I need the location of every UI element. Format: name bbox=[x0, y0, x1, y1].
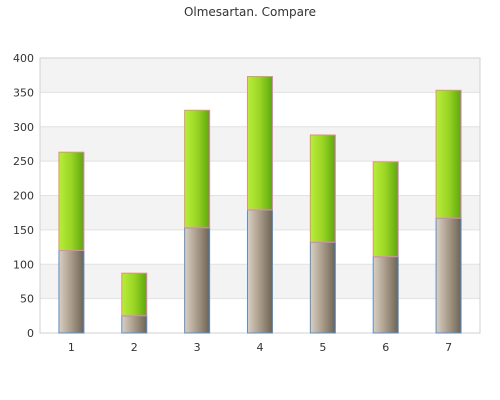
y-tick-label: 200 bbox=[13, 190, 34, 203]
bar-segment bbox=[58, 151, 85, 251]
bar-segment bbox=[372, 256, 399, 334]
bar-segment bbox=[121, 272, 148, 317]
bar-segment bbox=[58, 250, 85, 334]
bar-segment bbox=[309, 134, 336, 243]
bar-segment bbox=[247, 76, 273, 211]
x-tick-label: 5 bbox=[319, 341, 326, 354]
bars bbox=[58, 76, 462, 334]
bar-segment bbox=[435, 217, 462, 334]
y-tick-label: 250 bbox=[13, 155, 34, 168]
y-tick-label: 100 bbox=[13, 258, 34, 271]
x-axis-ticks: 1 2 3 4 5 6 7 bbox=[68, 341, 452, 354]
x-tick-label: 3 bbox=[194, 341, 201, 354]
bar-segment bbox=[309, 241, 336, 334]
x-tick-label: 2 bbox=[131, 341, 138, 354]
bar-segment bbox=[184, 109, 211, 229]
x-tick-label: 4 bbox=[257, 341, 264, 354]
y-tick-label: 350 bbox=[13, 86, 34, 99]
bar-segment bbox=[184, 227, 211, 334]
bar-segment bbox=[372, 161, 399, 258]
bar-segment bbox=[435, 89, 462, 219]
bar-segment bbox=[121, 315, 148, 334]
x-tick-label: 7 bbox=[445, 341, 452, 354]
bar-segment bbox=[247, 209, 273, 334]
y-tick-label: 300 bbox=[13, 121, 34, 134]
x-tick-label: 6 bbox=[382, 341, 389, 354]
chart-title: Olmesartan. Compare bbox=[184, 5, 316, 19]
y-tick-label: 50 bbox=[20, 293, 34, 306]
y-tick-label: 0 bbox=[27, 327, 34, 340]
y-tick-label: 150 bbox=[13, 224, 34, 237]
y-tick-label: 400 bbox=[13, 52, 34, 65]
y-axis-ticks: 0 50 100 150 200 250 300 350 400 bbox=[13, 52, 34, 340]
x-tick-label: 1 bbox=[68, 341, 75, 354]
